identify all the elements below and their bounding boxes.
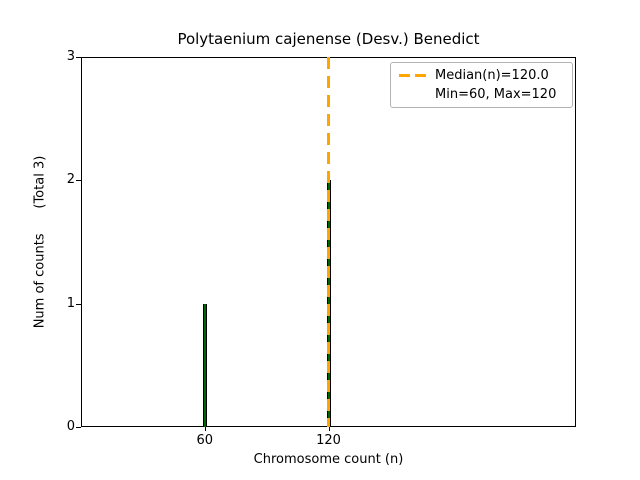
chart-title: Polytaenium cajenense (Desv.) Benedict: [177, 30, 480, 48]
legend-minmax-label: Min=60, Max=120: [435, 87, 557, 102]
y-tick-label-0: 0: [66, 419, 75, 434]
legend-median-label: Median(n)=120.0: [435, 68, 549, 83]
legend: Median(n)=120.0 Min=60, Max=120: [390, 62, 573, 108]
y-tick-label-1: 1: [66, 295, 75, 311]
median-line: [327, 57, 330, 427]
x-axis-label: Chromosome count (n): [253, 452, 404, 467]
y-tick-label-2: 2: [66, 172, 75, 188]
y-tick-1: [76, 303, 81, 305]
y-tick-3: [76, 57, 81, 58]
x-tick-label-120: 120: [316, 433, 341, 448]
y-tick-0: [76, 427, 81, 428]
y-tick-2: [76, 180, 81, 182]
x-tick-60: [204, 427, 206, 431]
median-dashed-line-icon: [399, 74, 427, 77]
bar-60: [202, 303, 207, 427]
x-tick-120: [328, 427, 330, 431]
y-axis-label: Num of counts (Total 3): [32, 155, 48, 329]
y-tick-label-3: 3: [66, 49, 75, 64]
x-tick-label-60: 60: [196, 433, 214, 448]
